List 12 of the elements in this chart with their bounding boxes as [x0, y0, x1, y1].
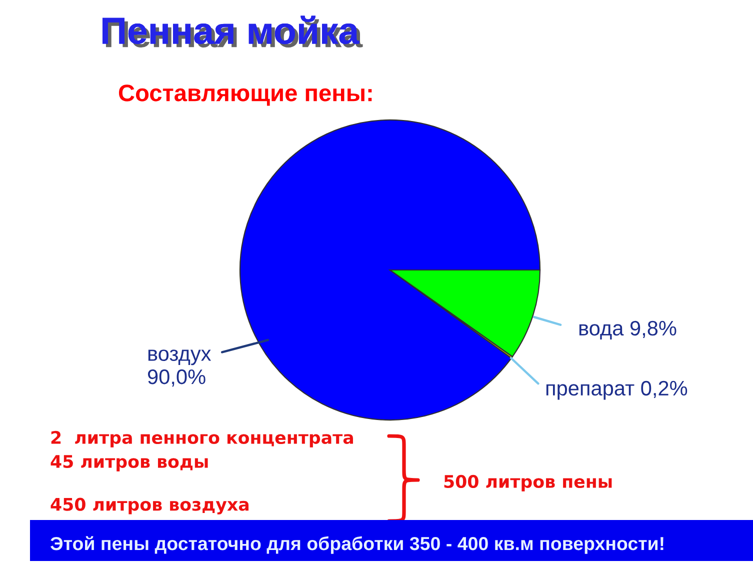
chart-title: Пенная мойка	[102, 16, 363, 48]
slice-label: воздух	[148, 350, 212, 366]
text: Этой пены достаточно для обработки 350 - 400 кв.м поверхности!	[50, 536, 664, 554]
text: 45 литров воды	[50, 455, 208, 472]
chart-subtitle: Составляющие пены:	[118, 84, 372, 106]
data-label: 90,0%	[148, 369, 206, 387]
text: 450 литров воздуха	[50, 498, 248, 514]
text: 500 литров пены	[444, 474, 612, 492]
text: 2 литра пенного концентрата	[51, 430, 353, 448]
pie-slice	[239, 119, 541, 421]
slice-label: вода 9,8%	[579, 320, 676, 340]
slice-label: препарат 0,2%	[546, 380, 688, 400]
